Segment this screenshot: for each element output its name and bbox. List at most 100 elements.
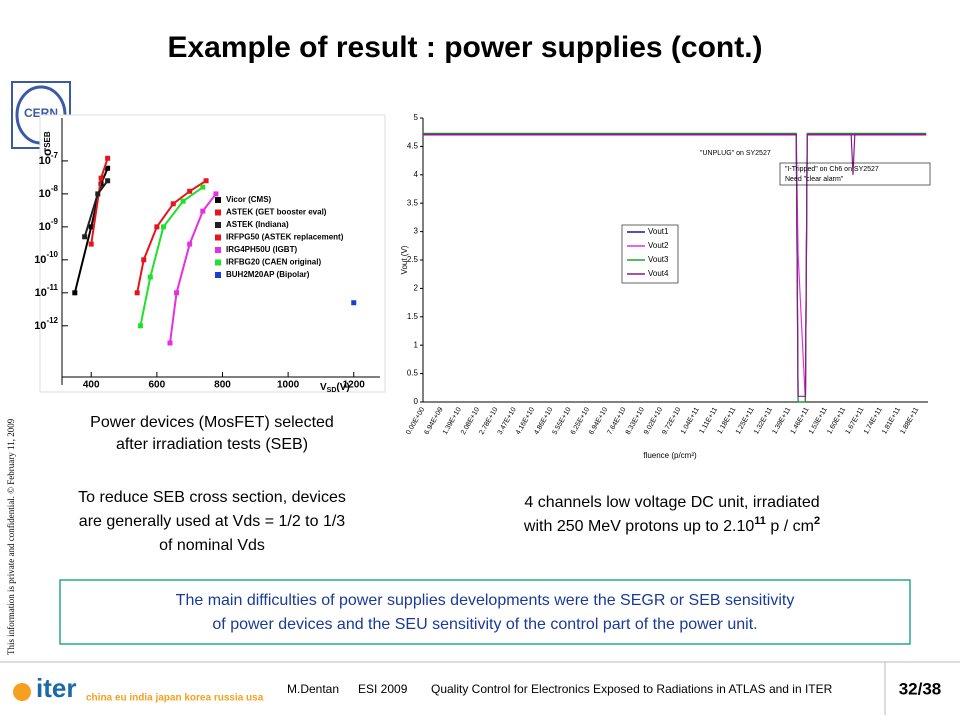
iter-logo-mark [13,683,31,701]
footer-talk: Quality Control for Electronics Exposed … [431,682,833,696]
legend-label: IRG4PH50U (IGBT) [226,245,297,254]
right-chart-frame [400,103,932,471]
y-tick-label: 2.5 [407,255,419,264]
footer-author: M.Dentan [287,682,339,696]
y-tick-exponent: -10 [46,250,58,259]
legend-label: ASTEK (GET booster eval) [226,208,327,217]
summary-box [59,579,911,645]
data-point [170,201,176,207]
legend-label: IRFPG50 (ASTEK replacement) [226,233,344,242]
right-caption: with 250 MeV protons up to 2.1011 p / cm… [523,515,820,535]
y-tick-label: 10-7 [39,151,59,167]
left-chart-frame [39,114,386,393]
y-tick-label: 10-9 [39,217,59,233]
data-point [200,208,206,214]
y-tick-exponent: -7 [51,151,59,160]
y-label-sub: SEB [43,131,52,148]
legend-swatch [215,222,221,228]
data-point [105,155,111,161]
data-point [82,234,88,240]
left-text: To reduce SEB cross section, devices [78,489,346,506]
annotation: "UNPLUG" on SY2527 [700,150,771,157]
summary-text: The main difficulties of power supplies … [176,592,795,609]
y-tick-label: 2 [414,284,419,293]
y-tick-base: 10 [39,188,51,200]
x-label-sub: SD [327,387,337,394]
y-tick-label: 0.5 [407,369,419,378]
x-label-unit: (V) [336,382,349,393]
legend-swatch [215,209,221,216]
data-point [200,184,206,190]
iter-logo: iter [36,673,76,703]
y-tick-label: 10-12 [34,316,58,332]
data-point [105,178,111,184]
data-point [88,241,94,247]
data-point [213,191,219,197]
data-point [141,257,147,263]
y-tick-label: 4.5 [407,142,419,151]
legend-label: Vicor (CMS) [226,195,272,204]
data-point [137,323,143,329]
y-tick-base: 10 [35,287,47,299]
legend-label: Vout1 [648,227,669,236]
legend-label: Vout4 [648,269,669,278]
left-text: are generally used at Vds = 1/2 to 1/3 [79,513,346,530]
data-point [134,290,140,296]
left-caption: after irradiation tests (SEB) [116,436,308,453]
left-text: of nominal Vds [159,537,265,554]
footer-event: ESI 2009 [358,682,408,696]
y-axis-label: Vout (V) [400,245,409,274]
y-tick-label: 1.5 [407,312,419,321]
y-tick-label: 5 [414,113,419,122]
data-point [187,241,193,247]
y-axis-label: σSEB [40,131,54,156]
legend-swatch [215,259,221,266]
y-tick-label: 1 [414,340,419,349]
data-point [203,178,209,184]
data-point [147,274,153,280]
data-point [160,224,166,230]
x-tick-label: 1200 [343,380,366,391]
data-point [187,188,193,194]
legend-frame [621,224,679,284]
y-tick-label: 0 [414,397,419,406]
legend-label: ASTEK (Indiana) [226,220,289,229]
data-point [180,198,186,204]
y-tick-label: 3 [414,227,419,236]
data-point [72,290,78,296]
data-point [167,340,173,346]
legend-swatch [215,247,221,253]
legend-swatch [215,234,221,241]
y-tick-label: 10-11 [35,283,59,299]
y-tick-base: 10 [39,155,51,167]
page-number: 32/38 [899,679,942,698]
y-tick-base: 10 [39,221,51,233]
data-point [351,300,357,306]
data-point [154,224,160,230]
data-point [105,165,111,171]
annotation: "I-Tripped" on Ch6 on SY2527 [785,166,879,173]
y-tick-exponent: -8 [51,184,59,193]
x-tick-label: 600 [149,380,166,391]
data-point [95,191,101,197]
y-tick-exponent: -12 [46,316,58,325]
y-tick-label: 4 [414,170,419,179]
y-label: σ [40,148,54,156]
y-tick-exponent: -9 [51,217,59,226]
data-point [88,224,94,230]
iter-members: china eu india japan korea russia usa [86,693,264,704]
left-caption: Power devices (MosFET) selected [90,414,334,431]
series-line [423,133,927,397]
legend-swatch [215,197,221,203]
title: Example of result : power supplies (cont… [167,31,762,64]
data-point [98,175,104,181]
legend-swatch [215,272,221,278]
right-caption: 4 channels low voltage DC unit, irradiat… [524,494,819,511]
legend-label: BUH2M20AP (Bipolar) [226,270,310,279]
legend-label: IRFBG20 (CAEN original) [226,258,321,267]
y-tick-label: 3.5 [407,198,419,207]
side-note: This information is private and confiden… [6,418,16,655]
x-label: V [320,382,327,393]
annotation-box [779,162,931,186]
